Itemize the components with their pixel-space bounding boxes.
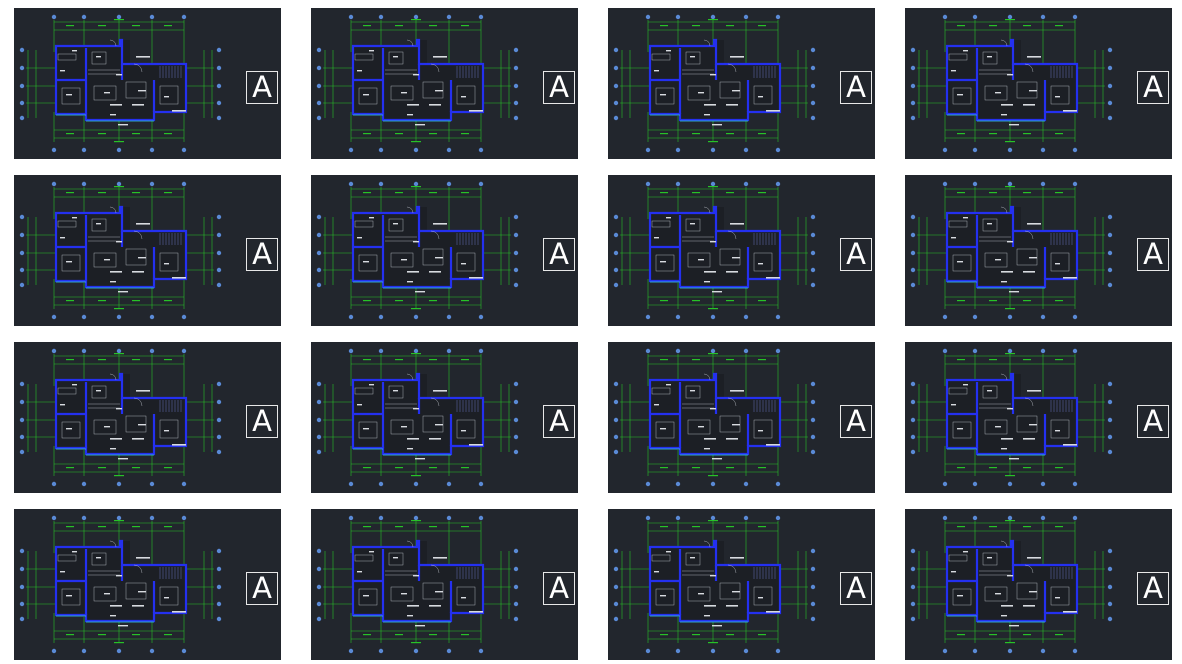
floor-plan-thumbnail[interactable]: A — [311, 342, 578, 493]
plan-type-letter: A — [1143, 571, 1163, 605]
plan-type-label-box: A — [543, 405, 575, 438]
floor-plan-drawing — [613, 515, 816, 654]
floor-plan-drawing — [316, 181, 519, 320]
floor-plan-thumbnail[interactable]: A — [608, 509, 875, 660]
floor-plan-drawing — [19, 515, 222, 654]
floor-plan-thumbnail[interactable]: A — [14, 342, 281, 493]
floor-plan-drawing — [19, 348, 222, 487]
plan-type-label-box: A — [543, 572, 575, 605]
floor-plan-thumbnail[interactable]: A — [14, 175, 281, 326]
floor-plan-thumbnail[interactable]: A — [905, 509, 1172, 660]
plan-type-label-box: A — [1137, 405, 1169, 438]
plan-type-label-box: A — [246, 405, 278, 438]
floor-plan-drawing — [910, 14, 1113, 153]
floor-plan-drawing — [910, 515, 1113, 654]
floor-plan-thumbnail[interactable]: A — [905, 342, 1172, 493]
plan-type-letter: A — [252, 237, 272, 271]
plan-type-label-box: A — [840, 572, 872, 605]
plan-type-letter: A — [1143, 404, 1163, 438]
plan-type-label-box: A — [1137, 238, 1169, 271]
plan-type-letter: A — [846, 571, 866, 605]
floor-plan-thumbnail[interactable]: A — [608, 8, 875, 159]
plan-type-label-box: A — [840, 405, 872, 438]
floor-plan-drawing — [613, 348, 816, 487]
floor-plan-thumbnail[interactable]: A — [905, 175, 1172, 326]
floor-plan-thumbnail[interactable]: A — [311, 8, 578, 159]
floor-plan-drawing — [316, 348, 519, 487]
plan-type-label-box: A — [840, 238, 872, 271]
plan-type-label-box: A — [246, 238, 278, 271]
floor-plan-thumbnail[interactable]: A — [608, 342, 875, 493]
plan-type-label-box: A — [543, 71, 575, 104]
plan-type-letter: A — [1143, 237, 1163, 271]
plan-type-letter: A — [252, 70, 272, 104]
floor-plan-drawing — [19, 14, 222, 153]
floor-plan-drawing — [316, 515, 519, 654]
plan-type-label-box: A — [1137, 572, 1169, 605]
plan-type-letter: A — [252, 571, 272, 605]
plan-type-letter: A — [252, 404, 272, 438]
floor-plan-drawing — [910, 348, 1113, 487]
plan-type-label-box: A — [543, 238, 575, 271]
floor-plan-thumbnail[interactable]: A — [14, 8, 281, 159]
floor-plan-thumbnail[interactable]: A — [608, 175, 875, 326]
plan-type-letter: A — [846, 237, 866, 271]
floor-plan-drawing — [613, 14, 816, 153]
floor-plan-thumbnail[interactable]: A — [311, 509, 578, 660]
floor-plan-drawing — [613, 181, 816, 320]
plan-type-label-box: A — [840, 71, 872, 104]
floor-plan-drawing — [316, 14, 519, 153]
floor-plan-drawing — [910, 181, 1113, 320]
plan-type-label-box: A — [246, 71, 278, 104]
plan-type-letter: A — [549, 237, 569, 271]
plan-type-label-box: A — [1137, 71, 1169, 104]
thumbnail-grid: A — [14, 8, 1172, 660]
floor-plan-thumbnail[interactable]: A — [905, 8, 1172, 159]
plan-type-letter: A — [846, 70, 866, 104]
floor-plan-drawing — [19, 181, 222, 320]
floor-plan-thumbnail[interactable]: A — [14, 509, 281, 660]
plan-type-letter: A — [1143, 70, 1163, 104]
plan-type-letter: A — [549, 404, 569, 438]
floor-plan-thumbnail[interactable]: A — [311, 175, 578, 326]
plan-type-letter: A — [549, 70, 569, 104]
plan-type-letter: A — [549, 571, 569, 605]
plan-type-label-box: A — [246, 572, 278, 605]
plan-type-letter: A — [846, 404, 866, 438]
